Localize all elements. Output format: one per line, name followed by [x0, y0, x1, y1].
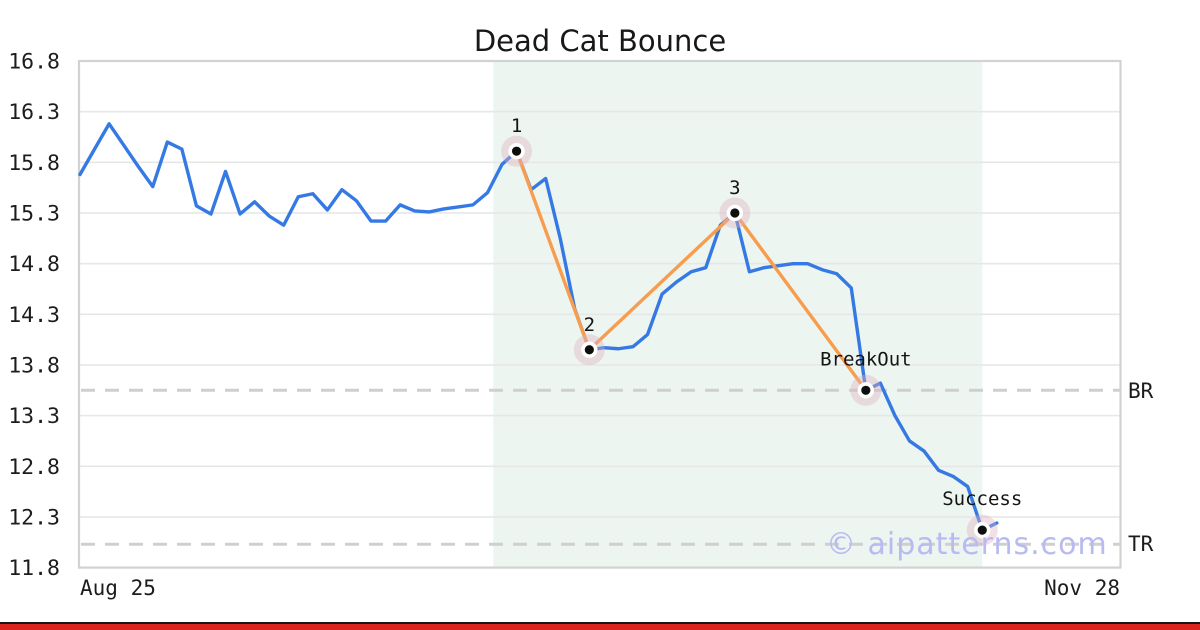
y-tick-label: 13.8: [8, 353, 60, 378]
chart-title: Dead Cat Bounce: [473, 24, 727, 58]
y-tick-label: 14.3: [8, 303, 60, 328]
marker-label-1: 1: [511, 115, 522, 137]
marker-label-2: 2: [584, 314, 595, 336]
marker-dot-3: [730, 208, 740, 218]
marker-dot-breakout: [861, 385, 871, 395]
bottom-accent-bar: [0, 624, 1200, 630]
marker-label-3: 3: [729, 177, 740, 199]
y-tick-label: 15.3: [8, 201, 60, 226]
marker-dot-2: [584, 345, 594, 355]
plot-border: [77, 59, 1122, 569]
marker-dot-success: [977, 525, 987, 535]
price-line: [78, 122, 999, 532]
y-tick-label: 13.3: [8, 404, 60, 429]
y-tick-label: 12.8: [8, 455, 60, 480]
x-axis-end-label: Nov 28: [1044, 576, 1120, 600]
y-tick-label: 16.3: [8, 100, 60, 125]
target-level-label: TR: [1128, 532, 1154, 556]
marker-label-breakout: BreakOut: [820, 348, 912, 370]
chart-generated: 1 2 3 BreakOut Success 16.8 16.3 15.8 15.3 14.8 14…: [8, 50, 1122, 581]
x-axis-start-label: Aug 25: [80, 576, 156, 600]
bottom-rule: [0, 622, 1200, 624]
breakout-level-label: BR: [1128, 379, 1154, 403]
y-tick-label: 16.8: [8, 50, 60, 75]
y-tick-label: 14.8: [8, 252, 60, 277]
y-tick-label: 12.3: [8, 505, 60, 530]
marker-dot-1: [511, 146, 522, 156]
marker-label-success: Success: [942, 488, 1022, 510]
y-tick-label: 11.8: [8, 556, 60, 581]
y-tick-label: 15.8: [8, 151, 60, 176]
pattern-line: [514, 149, 868, 392]
watermark: © aipatterns.com: [826, 527, 1108, 562]
